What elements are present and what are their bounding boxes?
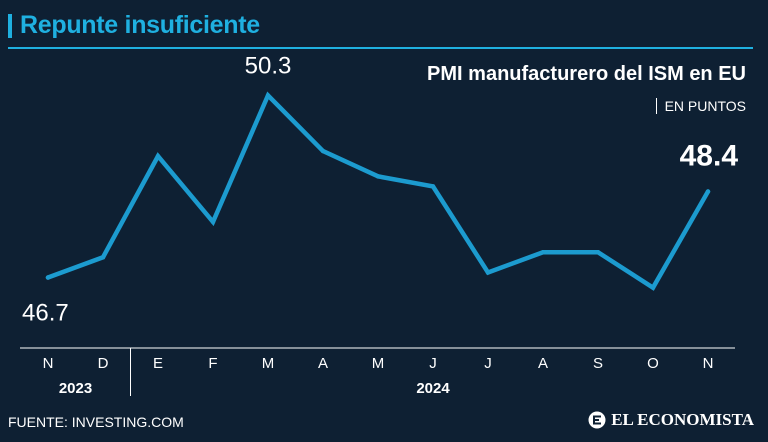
chart-subtitle: EN PUNTOS bbox=[655, 98, 746, 114]
x-tick-label: M bbox=[372, 355, 385, 372]
data-point bbox=[100, 255, 106, 260]
brand-name: EL ECONOMISTA bbox=[611, 410, 754, 429]
data-label: 48.4 bbox=[680, 140, 739, 173]
x-tick-label: A bbox=[318, 355, 328, 372]
data-point bbox=[45, 275, 51, 280]
x-tick-label: S bbox=[593, 355, 603, 372]
data-point bbox=[540, 249, 546, 255]
year-label: 2024 bbox=[416, 380, 450, 397]
x-tick-label: A bbox=[538, 355, 548, 372]
brand-logo: EL ECONOMISTA bbox=[588, 410, 754, 430]
x-tick-label: N bbox=[703, 355, 714, 372]
data-point bbox=[595, 249, 601, 255]
data-point bbox=[320, 148, 326, 154]
x-tick-label: M bbox=[262, 355, 275, 372]
x-tick-label: N bbox=[43, 355, 54, 372]
data-point bbox=[155, 153, 161, 159]
data-point bbox=[375, 174, 381, 179]
x-tick-label: E bbox=[153, 355, 163, 372]
data-label: 50.3 bbox=[245, 52, 292, 79]
headline: Repunte insuficiente bbox=[20, 11, 260, 39]
x-axis: N D E F M A M J J A S O N 2023 2024 bbox=[20, 347, 735, 397]
x-tick-label: J bbox=[484, 355, 492, 372]
data-labels: 46.7 50.3 48.4 bbox=[22, 52, 738, 326]
x-tick-label: D bbox=[98, 355, 109, 372]
chart-title: PMI manufacturero del ISM en EU bbox=[427, 63, 746, 85]
headline-accent-bar bbox=[8, 14, 12, 38]
data-point bbox=[430, 184, 436, 189]
data-point bbox=[210, 219, 216, 225]
data-label: 46.7 bbox=[22, 300, 69, 327]
series-line bbox=[45, 91, 711, 291]
headline-rule bbox=[8, 47, 753, 49]
data-point bbox=[650, 285, 656, 290]
source-note: FUENTE: INVESTING.COM bbox=[8, 414, 184, 430]
data-point bbox=[265, 93, 271, 98]
brand-emblem-icon bbox=[588, 411, 606, 429]
data-point bbox=[705, 189, 711, 194]
x-tick-label: J bbox=[429, 355, 437, 372]
x-tick-label: F bbox=[208, 355, 217, 372]
x-tick-label: O bbox=[647, 355, 659, 372]
series-layer bbox=[45, 91, 711, 291]
data-point bbox=[485, 270, 491, 275]
year-label: 2023 bbox=[59, 380, 92, 397]
